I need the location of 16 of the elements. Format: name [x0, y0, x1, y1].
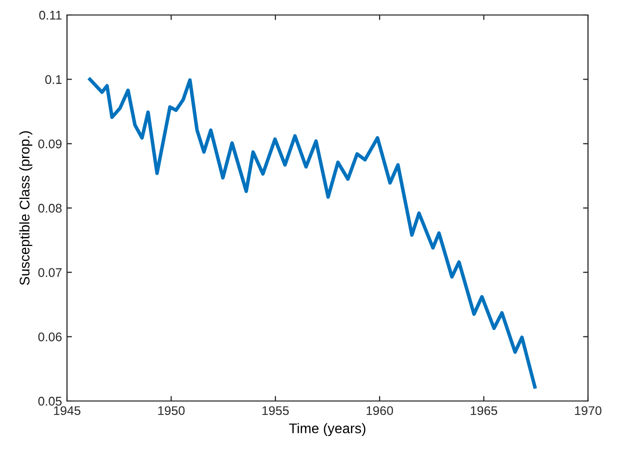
x-tick-label: 1960	[366, 406, 394, 416]
x-tick-label: 1945	[54, 406, 80, 416]
y-tick-label: 0.1	[45, 75, 62, 84]
x-tick-label: 1950	[158, 406, 185, 416]
x-axis-title: Time (years)	[289, 423, 366, 436]
y-tick-label: 0.09	[38, 139, 62, 148]
y-tick-label: 0.05	[38, 396, 62, 406]
x-tick-label: 1955	[262, 406, 289, 416]
y-tick-label: 0.11	[39, 10, 62, 20]
y-axis-title: Susceptible Class (prop.)	[19, 131, 32, 285]
y-tick-label: 0.07	[38, 268, 62, 277]
y-tick-label: 0.06	[38, 332, 62, 342]
x-tick-label: 1965	[470, 406, 498, 416]
line-series	[88, 78, 537, 389]
y-tick-label: 0.08	[38, 204, 62, 213]
x-tick-label: 1970	[575, 406, 602, 416]
